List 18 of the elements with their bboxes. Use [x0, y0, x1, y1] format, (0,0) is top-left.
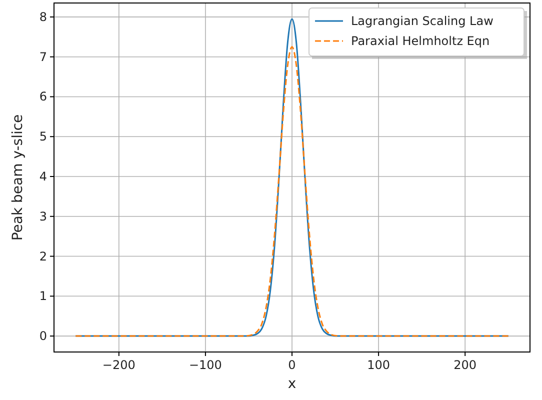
y-tick-label: 5 [39, 130, 47, 144]
y-tick-label: 0 [39, 329, 47, 344]
x-tick-label: 100 [367, 358, 390, 372]
legend-label: Lagrangian Scaling Law [351, 14, 494, 28]
x-tick-label: 200 [454, 358, 477, 372]
y-tick-label: 7 [39, 50, 47, 64]
x-tick-label: −200 [102, 358, 136, 372]
x-tick-label: −100 [188, 358, 222, 372]
y-tick-label: 6 [39, 90, 47, 104]
legend-label: Paraxial Helmholtz Eqn [351, 34, 490, 48]
y-tick-label: 3 [39, 209, 47, 224]
y-tick-label: 2 [39, 249, 47, 264]
y-axis-title: Peak beam y-slice [10, 114, 26, 241]
y-tick-label: 4 [39, 170, 47, 184]
x-axis-title: x [288, 376, 296, 392]
x-tick-label: 0 [288, 358, 296, 372]
y-tick-label: 8 [39, 10, 47, 24]
y-tick-label: 1 [39, 289, 47, 304]
